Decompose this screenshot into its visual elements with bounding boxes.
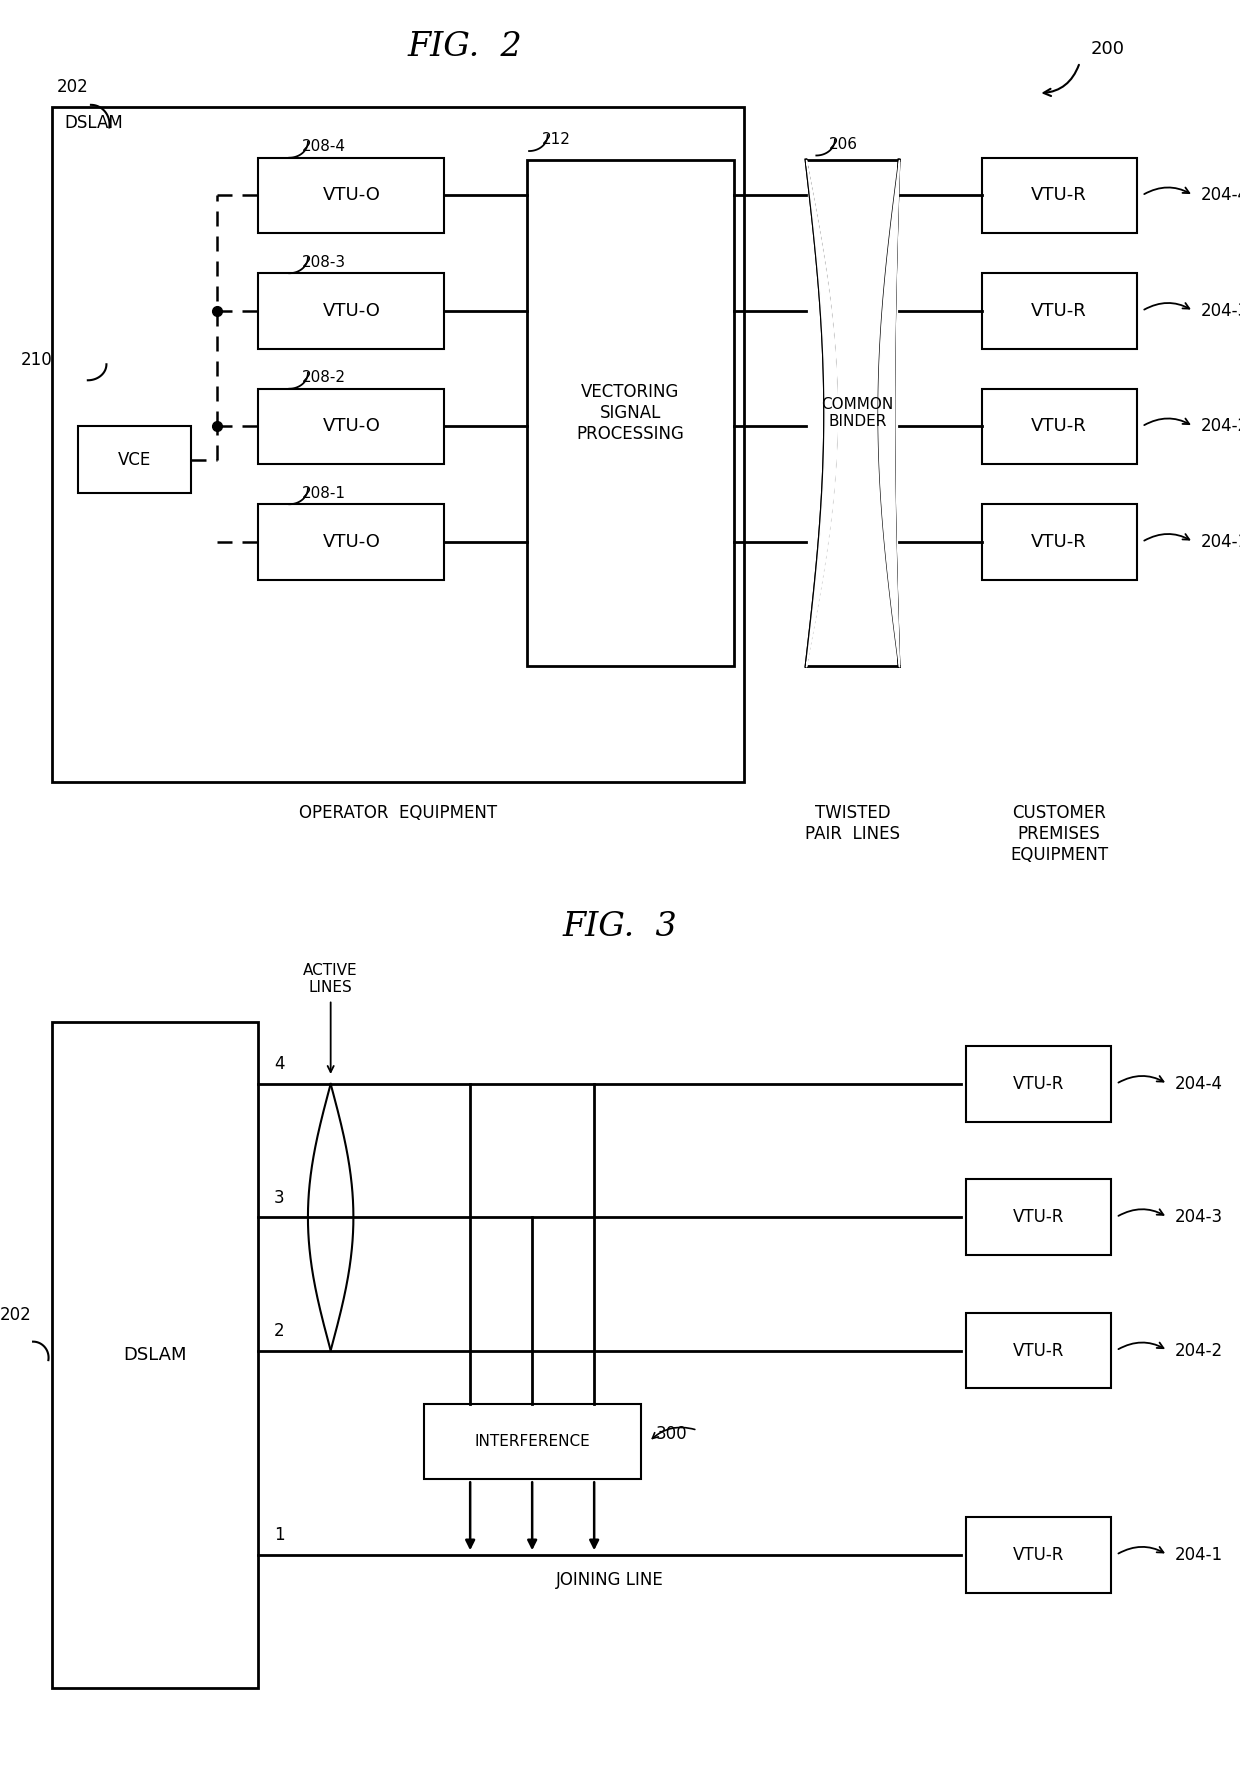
Bar: [966, 1047, 1111, 1121]
Text: COMMON
BINDER: COMMON BINDER: [822, 396, 894, 430]
Bar: [258, 274, 444, 348]
Text: 2: 2: [274, 1322, 284, 1340]
Text: 3: 3: [274, 1189, 284, 1207]
Text: VTU-R: VTU-R: [1032, 418, 1087, 435]
Text: 204-4: 204-4: [1200, 187, 1240, 204]
Bar: [982, 158, 1137, 233]
Bar: [424, 1404, 641, 1478]
Bar: [527, 160, 734, 666]
Text: 208-2: 208-2: [301, 370, 346, 386]
Text: TWISTED
PAIR  LINES: TWISTED PAIR LINES: [805, 803, 900, 842]
Bar: [77, 426, 191, 492]
Text: DSLAM: DSLAM: [64, 114, 123, 131]
Text: 210: 210: [21, 350, 52, 370]
Text: VTU-O: VTU-O: [322, 533, 381, 551]
Text: VTU-R: VTU-R: [1032, 533, 1087, 551]
Bar: [258, 389, 444, 464]
Text: 204-3: 204-3: [1200, 302, 1240, 320]
Text: 204-1: 204-1: [1200, 533, 1240, 551]
Text: VTU-R: VTU-R: [1013, 1546, 1064, 1564]
Bar: [258, 158, 444, 233]
Bar: [982, 389, 1137, 464]
Text: CUSTOMER
PREMISES
EQUIPMENT: CUSTOMER PREMISES EQUIPMENT: [1011, 803, 1109, 864]
Bar: [982, 274, 1137, 348]
Bar: [52, 107, 744, 782]
Text: VTU-R: VTU-R: [1013, 1075, 1064, 1093]
Bar: [966, 1518, 1111, 1592]
Bar: [258, 505, 444, 579]
Text: VTU-O: VTU-O: [322, 418, 381, 435]
Text: 204-4: 204-4: [1174, 1075, 1223, 1093]
Text: 204-1: 204-1: [1174, 1546, 1223, 1564]
Text: FIG.  2: FIG. 2: [408, 30, 522, 64]
Text: JOINING LINE: JOINING LINE: [556, 1571, 663, 1589]
Text: 202: 202: [0, 1306, 32, 1324]
Text: INTERFERENCE: INTERFERENCE: [474, 1434, 590, 1448]
Text: 202: 202: [57, 78, 88, 96]
Text: 206: 206: [828, 137, 858, 153]
Text: 208-3: 208-3: [301, 254, 346, 270]
Bar: [52, 1022, 258, 1688]
Text: 204-3: 204-3: [1174, 1208, 1223, 1226]
FancyArrowPatch shape: [1044, 64, 1079, 96]
Bar: [966, 1313, 1111, 1388]
Text: DSLAM: DSLAM: [123, 1345, 187, 1365]
Text: VECTORING
SIGNAL
PROCESSING: VECTORING SIGNAL PROCESSING: [577, 384, 684, 442]
Bar: [982, 505, 1137, 579]
Text: 204-2: 204-2: [1200, 418, 1240, 435]
Text: ACTIVE
LINES: ACTIVE LINES: [304, 963, 358, 995]
Text: 200: 200: [1090, 39, 1125, 59]
Text: 204-2: 204-2: [1174, 1342, 1223, 1359]
Text: OPERATOR  EQUIPMENT: OPERATOR EQUIPMENT: [299, 803, 497, 823]
Text: 208-4: 208-4: [301, 139, 346, 155]
Text: 4: 4: [274, 1056, 284, 1073]
Text: 212: 212: [542, 133, 570, 147]
Text: VTU-R: VTU-R: [1013, 1342, 1064, 1359]
Text: FIG.  3: FIG. 3: [563, 910, 677, 944]
Bar: [966, 1180, 1111, 1255]
Text: 208-1: 208-1: [301, 485, 346, 501]
Text: VTU-R: VTU-R: [1032, 302, 1087, 320]
Text: VTU-O: VTU-O: [322, 302, 381, 320]
Text: VTU-R: VTU-R: [1032, 187, 1087, 204]
Text: VCE: VCE: [118, 451, 151, 469]
Text: 1: 1: [274, 1526, 284, 1544]
Text: 300: 300: [656, 1425, 688, 1443]
Text: VTU-R: VTU-R: [1013, 1208, 1064, 1226]
Text: VTU-O: VTU-O: [322, 187, 381, 204]
